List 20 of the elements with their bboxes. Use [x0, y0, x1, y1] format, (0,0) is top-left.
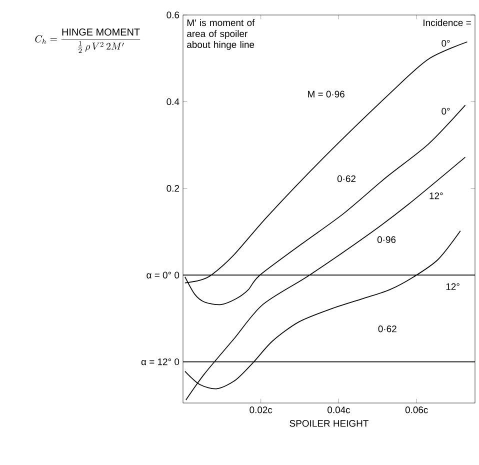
- annotation: 0°: [442, 40, 450, 47]
- y-tick-label: α = 0° 0: [146, 272, 180, 278]
- x-tick-label: 0.06c: [405, 406, 428, 414]
- y-tick-label: α = 12° 0: [141, 358, 180, 366]
- x-axis-title: SPOILER HEIGHT: [290, 420, 368, 427]
- y-tick-label: 0.6: [166, 12, 180, 18]
- annotation: 12°: [446, 283, 460, 290]
- y-axis-title: $C_{h} = \dfrac{\mathrm{HINGE\ MOMENT}}{\frac{1}{2}\,\rho\, V^{2}\, 2M'}$: [35, 28, 140, 53]
- x-tick-label: 0.04c: [328, 406, 350, 414]
- annotation: 0°: [442, 108, 450, 115]
- y-tick-label: 0.4: [166, 98, 180, 106]
- annotation: 0·96: [377, 236, 396, 243]
- annotation: M′ is moment of area of spoiler about hinge line: [187, 19, 255, 50]
- annotation: 0·62: [378, 326, 396, 332]
- annotation: 12°: [430, 192, 443, 200]
- y-tick-label: 0.2: [166, 185, 180, 192]
- annotation: 0·62: [337, 175, 356, 182]
- annotation: M = 0·96: [308, 90, 344, 98]
- annotation: Incidence =: [424, 19, 471, 26]
- x-tick-label: 0.02c: [250, 406, 272, 414]
